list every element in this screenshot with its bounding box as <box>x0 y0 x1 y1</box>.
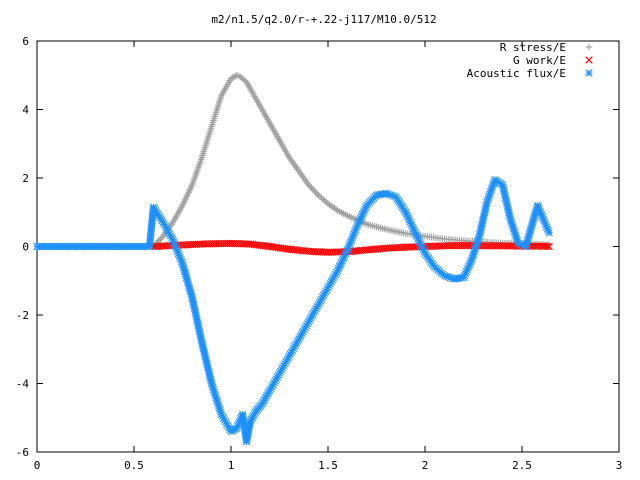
data-point <box>157 235 164 243</box>
legend-label: R stress/E <box>500 41 566 54</box>
series-acoustic-flux-e <box>33 176 553 446</box>
data-point <box>309 185 317 193</box>
y-tick-label: -6 <box>16 446 29 459</box>
data-point <box>545 242 553 251</box>
y-tick-label: 4 <box>22 104 29 117</box>
chart-title: m2/n1.5/q2.0/r-+.22-j117/M10.0/512 <box>211 13 436 26</box>
series-layer <box>33 71 553 446</box>
y-tick-label: 6 <box>22 35 29 48</box>
legend-label: G work/E <box>513 54 566 67</box>
data-point <box>321 197 329 205</box>
data-point <box>313 190 321 197</box>
legend-label: Acoustic flux/E <box>467 67 566 80</box>
x-tick-label: 0.5 <box>124 459 144 472</box>
data-point <box>318 194 325 202</box>
data-point <box>230 73 238 81</box>
data-point <box>332 206 340 213</box>
y-tick-label: 0 <box>22 241 29 254</box>
data-point <box>315 191 322 199</box>
data-point <box>310 187 318 195</box>
x-tick-label: 1 <box>228 459 235 472</box>
axes: 0 0.5 1 1.5 2 2.5 3 -6 -4 -2 0 2 4 6 <box>16 35 623 472</box>
x-tick-label: 1.5 <box>318 459 338 472</box>
legend-marker <box>585 69 593 77</box>
x-tick-label: 0 <box>34 459 41 472</box>
y-tick-label: -4 <box>16 378 30 391</box>
y-tick-label: -2 <box>16 309 29 322</box>
data-point <box>312 188 319 196</box>
series-r-stress-e <box>150 71 553 250</box>
data-point <box>306 183 314 190</box>
data-point <box>545 229 553 237</box>
data-point <box>308 184 315 192</box>
data-point <box>316 193 324 200</box>
x-tick-label: 2.5 <box>512 459 532 472</box>
data-point <box>305 181 312 189</box>
legend-marker <box>585 43 593 51</box>
data-point <box>543 242 551 251</box>
x-tick-label: 3 <box>616 459 623 472</box>
y-tick-label: 2 <box>22 172 29 185</box>
data-point <box>319 196 327 203</box>
legend-marker <box>585 56 593 64</box>
x-tick-label: 2 <box>422 459 429 472</box>
